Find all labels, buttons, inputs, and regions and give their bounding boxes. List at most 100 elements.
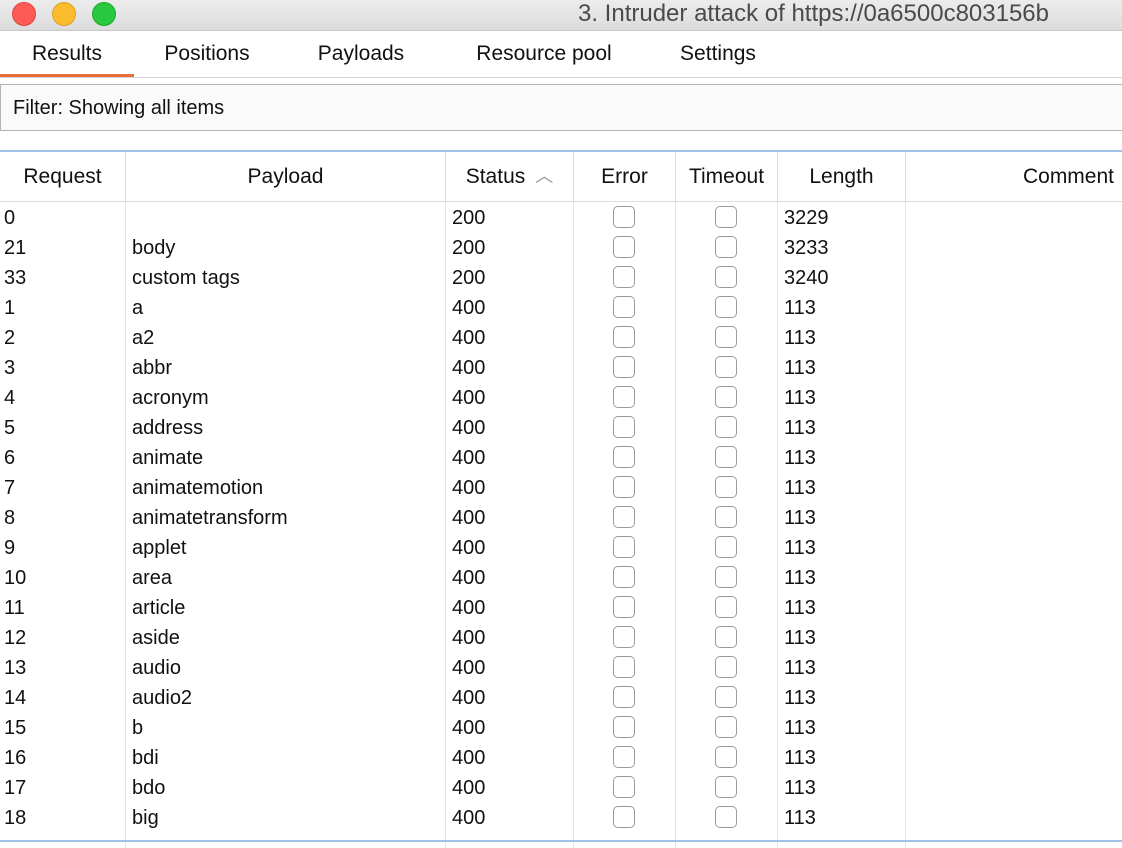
table-row[interactable]: 6 animate 400 113	[0, 443, 1122, 473]
error-checkbox[interactable]	[613, 356, 635, 378]
cell-payload: audio2	[132, 687, 193, 709]
timeout-checkbox[interactable]	[715, 296, 737, 318]
error-checkbox[interactable]	[613, 236, 635, 258]
tab-results[interactable]: Results	[0, 31, 134, 77]
timeout-checkbox[interactable]	[715, 746, 737, 768]
tab-payloads[interactable]: Payloads	[317, 42, 405, 65]
cell-request: 18	[4, 807, 27, 829]
error-checkbox[interactable]	[613, 746, 635, 768]
table-header: Request Payload Status ︿ Error Timeout Le…	[0, 152, 1122, 202]
table-row[interactable]: 14 audio2 400 113	[0, 683, 1122, 713]
timeout-checkbox[interactable]	[715, 446, 737, 468]
timeout-checkbox[interactable]	[715, 536, 737, 558]
chevron-up-icon: ︿	[535, 166, 554, 186]
table-row[interactable]: 7 animatemotion 400 113	[0, 473, 1122, 503]
column-header-request[interactable]: Request	[0, 152, 126, 201]
error-checkbox[interactable]	[613, 416, 635, 438]
timeout-checkbox[interactable]	[715, 476, 737, 498]
table-row[interactable]: 0 200 3229	[0, 203, 1122, 233]
error-checkbox[interactable]	[613, 626, 635, 648]
table-row[interactable]: 3 abbr 400 113	[0, 353, 1122, 383]
timeout-checkbox[interactable]	[715, 626, 737, 648]
tab-positions[interactable]: Positions	[164, 42, 250, 65]
table-row[interactable]: 33 custom tags 200 3240	[0, 263, 1122, 293]
cell-request: 21	[4, 237, 27, 259]
timeout-checkbox[interactable]	[715, 686, 737, 708]
minimize-window-button[interactable]	[52, 2, 76, 26]
error-checkbox[interactable]	[613, 206, 635, 228]
timeout-checkbox[interactable]	[715, 656, 737, 678]
timeout-checkbox[interactable]	[715, 806, 737, 828]
table-row[interactable]: 10 area 400 113	[0, 563, 1122, 593]
table-row[interactable]: 2 a2 400 113	[0, 323, 1122, 353]
table-row[interactable]: 1 a 400 113	[0, 293, 1122, 323]
table-row[interactable]: 12 aside 400 113	[0, 623, 1122, 653]
cell-request: 1	[4, 297, 16, 319]
cell-length: 113	[784, 447, 816, 469]
table-body: 0 200 3229 21 body 200 3233 33 custom tags 200 324…	[0, 203, 1122, 833]
error-checkbox[interactable]	[613, 386, 635, 408]
error-checkbox[interactable]	[613, 806, 635, 828]
column-divider	[445, 152, 446, 848]
timeout-checkbox[interactable]	[715, 326, 737, 348]
timeout-checkbox[interactable]	[715, 356, 737, 378]
cell-status: 400	[452, 537, 486, 559]
filter-bar[interactable]: Filter: Showing all items	[0, 84, 1122, 131]
table-row[interactable]: 4 acronym 400 113	[0, 383, 1122, 413]
column-divider	[675, 152, 676, 848]
timeout-checkbox[interactable]	[715, 776, 737, 798]
table-row[interactable]: 13 audio 400 113	[0, 653, 1122, 683]
column-header-payload[interactable]: Payload	[126, 152, 446, 201]
cell-status: 400	[452, 747, 486, 769]
error-checkbox[interactable]	[613, 686, 635, 708]
table-row[interactable]: 9 applet 400 113	[0, 533, 1122, 563]
cell-status: 400	[452, 507, 486, 529]
error-checkbox[interactable]	[613, 326, 635, 348]
tab-settings[interactable]: Settings	[680, 42, 756, 65]
timeout-checkbox[interactable]	[715, 596, 737, 618]
table-row[interactable]: 17 bdo 400 113	[0, 773, 1122, 803]
column-header-status[interactable]: Status ︿	[446, 152, 574, 201]
cell-payload: big	[132, 807, 159, 829]
error-checkbox[interactable]	[613, 776, 635, 798]
error-checkbox[interactable]	[613, 566, 635, 588]
results-table[interactable]: Request Payload Status ︿ Error Timeout Le…	[0, 150, 1122, 848]
cell-length: 113	[784, 357, 816, 379]
error-checkbox[interactable]	[613, 536, 635, 558]
column-header-error[interactable]: Error	[574, 152, 676, 201]
table-row[interactable]: 18 big 400 113	[0, 803, 1122, 833]
timeout-checkbox[interactable]	[715, 386, 737, 408]
timeout-checkbox[interactable]	[715, 206, 737, 228]
cell-length: 113	[784, 747, 816, 769]
timeout-checkbox[interactable]	[715, 716, 737, 738]
error-checkbox[interactable]	[613, 596, 635, 618]
table-row[interactable]: 5 address 400 113	[0, 413, 1122, 443]
table-row[interactable]: 16 bdi 400 113	[0, 743, 1122, 773]
tab-resource-pool[interactable]: Resource pool	[476, 42, 612, 65]
error-checkbox[interactable]	[613, 656, 635, 678]
column-header-comment[interactable]: Comment	[1022, 165, 1114, 188]
timeout-checkbox[interactable]	[715, 566, 737, 588]
cell-length: 113	[784, 567, 816, 589]
cell-status: 400	[452, 807, 486, 829]
cell-request: 10	[4, 567, 27, 589]
timeout-checkbox[interactable]	[715, 416, 737, 438]
table-row[interactable]: 21 body 200 3233	[0, 233, 1122, 263]
table-row[interactable]: 11 article 400 113	[0, 593, 1122, 623]
table-row[interactable]: 8 animatetransform 400 113	[0, 503, 1122, 533]
table-row[interactable]: 15 b 400 113	[0, 713, 1122, 743]
cell-request: 9	[4, 537, 16, 559]
maximize-window-button[interactable]	[92, 2, 116, 26]
error-checkbox[interactable]	[613, 716, 635, 738]
column-header-timeout[interactable]: Timeout	[676, 152, 778, 201]
column-header-length[interactable]: Length	[778, 152, 906, 201]
error-checkbox[interactable]	[613, 446, 635, 468]
close-window-button[interactable]	[12, 2, 36, 26]
error-checkbox[interactable]	[613, 296, 635, 318]
timeout-checkbox[interactable]	[715, 266, 737, 288]
timeout-checkbox[interactable]	[715, 236, 737, 258]
error-checkbox[interactable]	[613, 506, 635, 528]
error-checkbox[interactable]	[613, 266, 635, 288]
error-checkbox[interactable]	[613, 476, 635, 498]
timeout-checkbox[interactable]	[715, 506, 737, 528]
